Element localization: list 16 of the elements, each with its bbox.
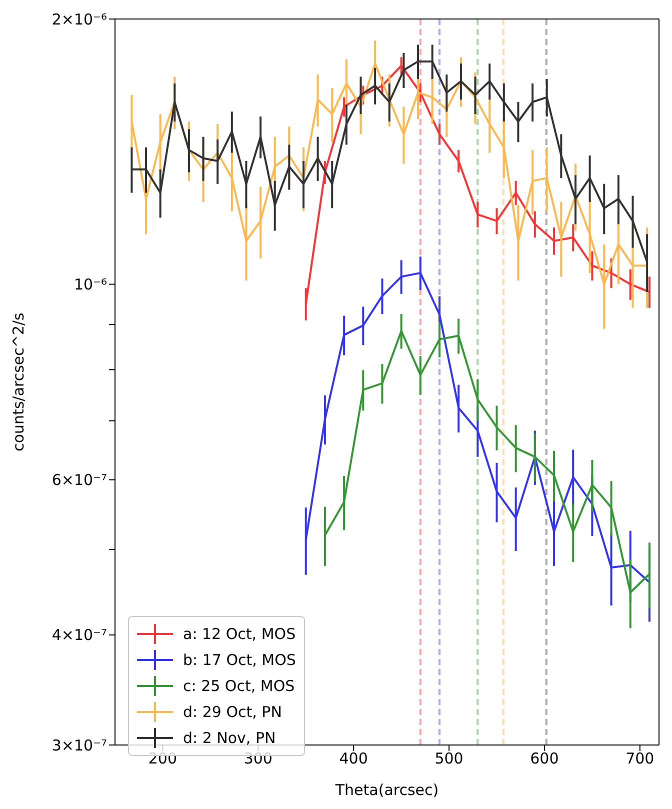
y-axis-title: counts/arcsec^2/s bbox=[9, 312, 28, 452]
y-tick-label: 10⁻⁶ bbox=[74, 276, 107, 294]
x-tick-label: 600 bbox=[530, 750, 559, 768]
y-tick-label: 2×10⁻⁶ bbox=[52, 10, 107, 28]
x-axis-title: Theta(arcsec) bbox=[334, 781, 439, 799]
legend-label: a: 12 Oct, MOS bbox=[183, 625, 296, 643]
x-tick-label: 500 bbox=[434, 750, 464, 768]
legend-label: d: 29 Oct, PN bbox=[183, 703, 282, 721]
x-tick-label: 700 bbox=[626, 750, 654, 768]
legend-label: b: 17 Oct, MOS bbox=[183, 651, 296, 669]
legend-label: d: 2 Nov, PN bbox=[183, 729, 276, 747]
x-tick-label: 400 bbox=[339, 750, 368, 768]
y-tick-label: 6×10⁻⁷ bbox=[52, 471, 107, 490]
y-tick-label: 3×10⁻⁷ bbox=[52, 736, 107, 754]
y-tick-label: 4×10⁻⁷ bbox=[52, 626, 107, 644]
legend-label: c: 25 Oct, MOS bbox=[183, 677, 295, 695]
